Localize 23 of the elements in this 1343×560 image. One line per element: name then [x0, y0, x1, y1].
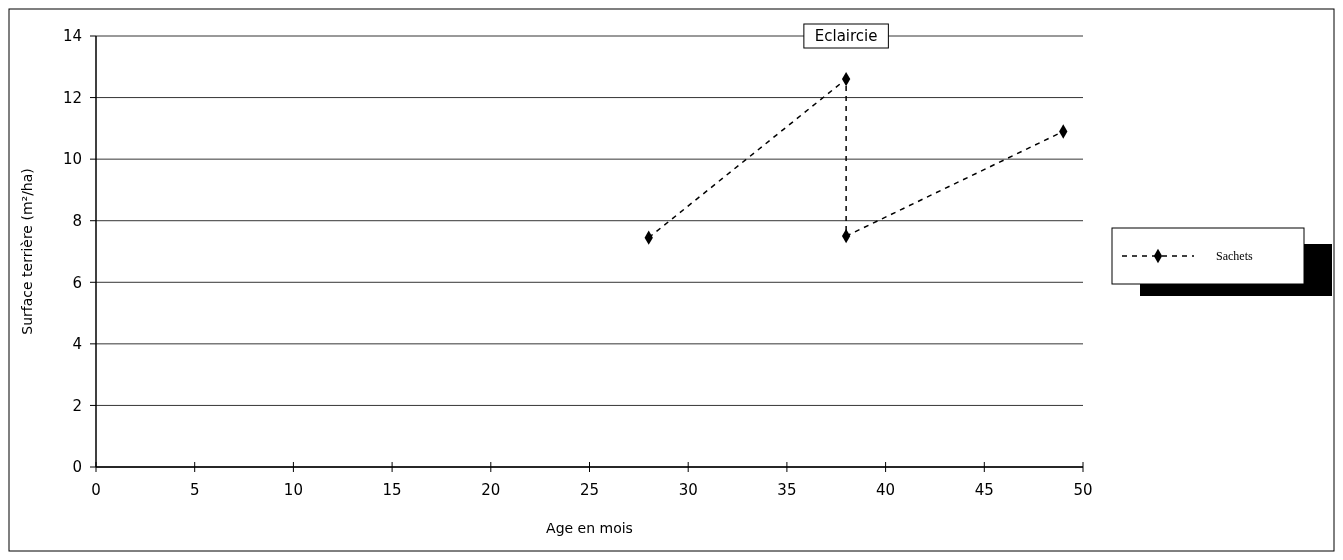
x-tick-label: 45: [974, 481, 994, 499]
y-tick-label: 12: [62, 88, 82, 107]
y-tick-label: 14: [62, 27, 82, 46]
y-tick-label: 10: [62, 150, 82, 169]
x-axis-title: Age en mois: [546, 520, 633, 536]
x-tick-label: 40: [876, 481, 896, 499]
x-tick-label: 15: [382, 481, 402, 499]
x-tick-label: 30: [678, 481, 698, 499]
y-tick-label: 4: [72, 335, 82, 354]
x-tick-label: 35: [777, 481, 797, 499]
x-tick-label: 20: [481, 481, 501, 499]
x-tick-label: 5: [189, 481, 200, 499]
x-tick-label: 10: [283, 481, 303, 499]
x-tick-label: 0: [91, 481, 101, 499]
y-tick-label: 6: [72, 273, 82, 292]
y-axis-title: Surface terrière (m²/ha): [19, 168, 35, 335]
y-tick-label: 0: [72, 458, 82, 477]
y-tick-label: 2: [72, 396, 82, 415]
x-tick-label: 50: [1073, 481, 1093, 499]
x-tick-label: 25: [579, 481, 600, 499]
y-tick-label: 8: [72, 211, 82, 230]
annotation: Eclaircie: [814, 27, 878, 46]
text: Sachets: [1216, 249, 1253, 264]
